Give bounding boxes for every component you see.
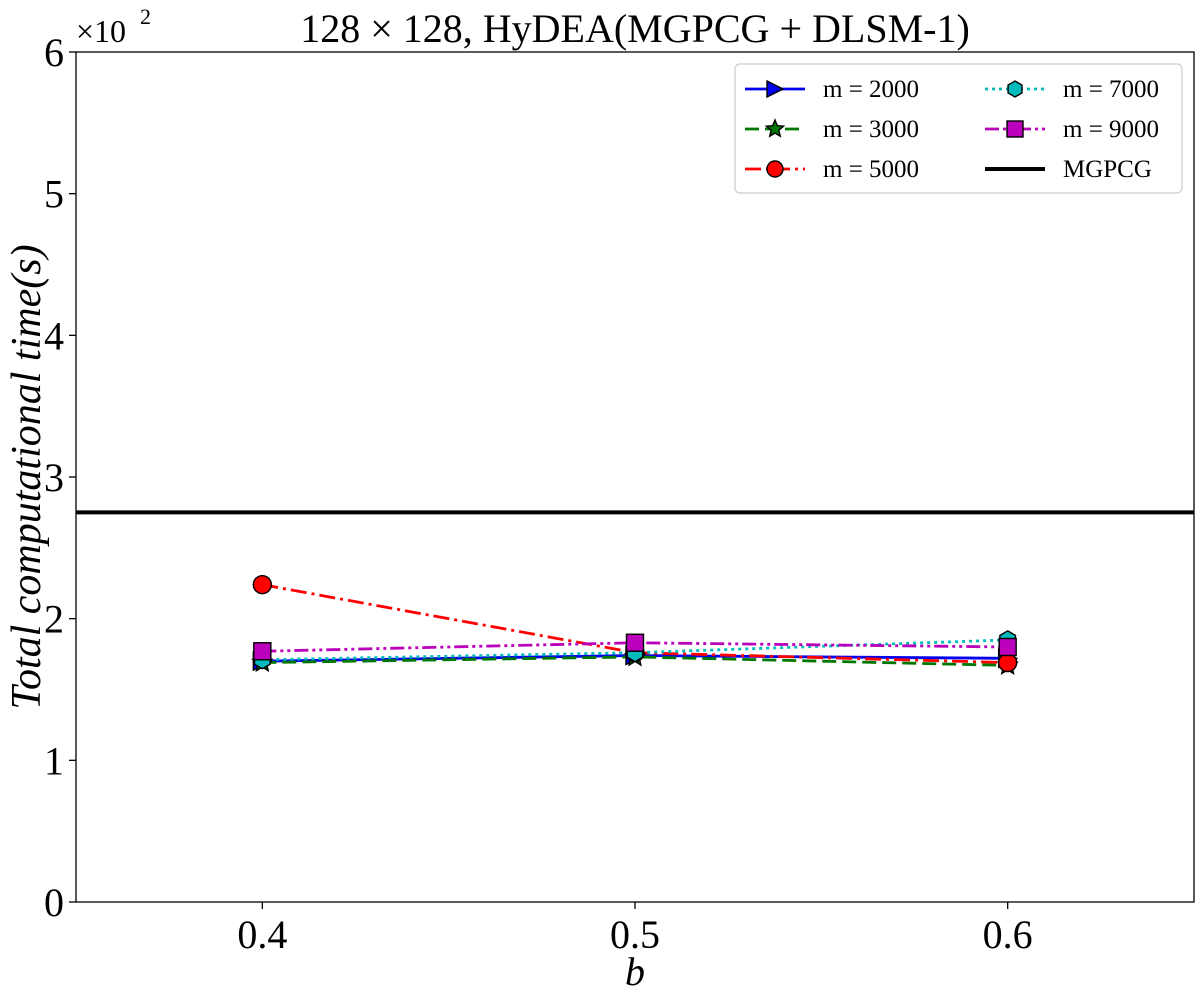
data-point (625, 633, 645, 652)
y-axis-label: Total computational time(s) (4, 244, 50, 709)
marker-layer (251, 574, 1019, 675)
y-tick-label: 6 (44, 30, 64, 75)
y-tick-label: 2 (44, 597, 64, 642)
y-axis-multiplier: ×10 (76, 13, 126, 49)
y-tick-label: 4 (44, 313, 64, 358)
x-tick-label: 0.4 (237, 912, 287, 957)
x-tick-label: 0.5 (610, 912, 660, 957)
data-point (253, 642, 272, 661)
data-point (998, 637, 1017, 657)
chart-title: 128 × 128, HyDEA(MGPCG + DLSM-1) (300, 6, 970, 51)
data-point (997, 652, 1018, 673)
y-tick-label: 3 (44, 455, 64, 500)
x-axis-label: b (625, 949, 645, 994)
legend-label: m = 5000 (823, 156, 919, 183)
y-tick-label: 1 (44, 738, 64, 783)
plot-frame (75, 51, 1195, 903)
legend-swatch-marker (766, 160, 784, 178)
legend-label: m = 2000 (823, 76, 919, 103)
legend-swatch-marker (1006, 120, 1024, 138)
y-tick-label: 5 (44, 172, 64, 217)
legend-label: m = 7000 (1063, 76, 1159, 103)
legend-swatch-marker (764, 118, 786, 138)
y-tick-label: 0 (44, 880, 64, 925)
legend-label: m = 9000 (1063, 116, 1159, 143)
legend-label: MGPCG (1063, 156, 1152, 183)
y-axis-multiplier-exponent: 2 (140, 4, 151, 29)
data-point (252, 574, 273, 595)
legend-swatch-marker (1007, 80, 1023, 98)
legend-box (734, 63, 1183, 194)
legend: m = 2000 m = 3000 m = 5000 m = 7000 m = 9000… (734, 63, 1183, 194)
legend-label: m = 3000 (823, 116, 919, 143)
x-tick-label: 0.6 (983, 912, 1033, 957)
legend-swatch-marker (766, 79, 785, 99)
axes-layer: 0.4 0.5 0.6 0 1 2 3 4 5 6 (44, 30, 1033, 957)
